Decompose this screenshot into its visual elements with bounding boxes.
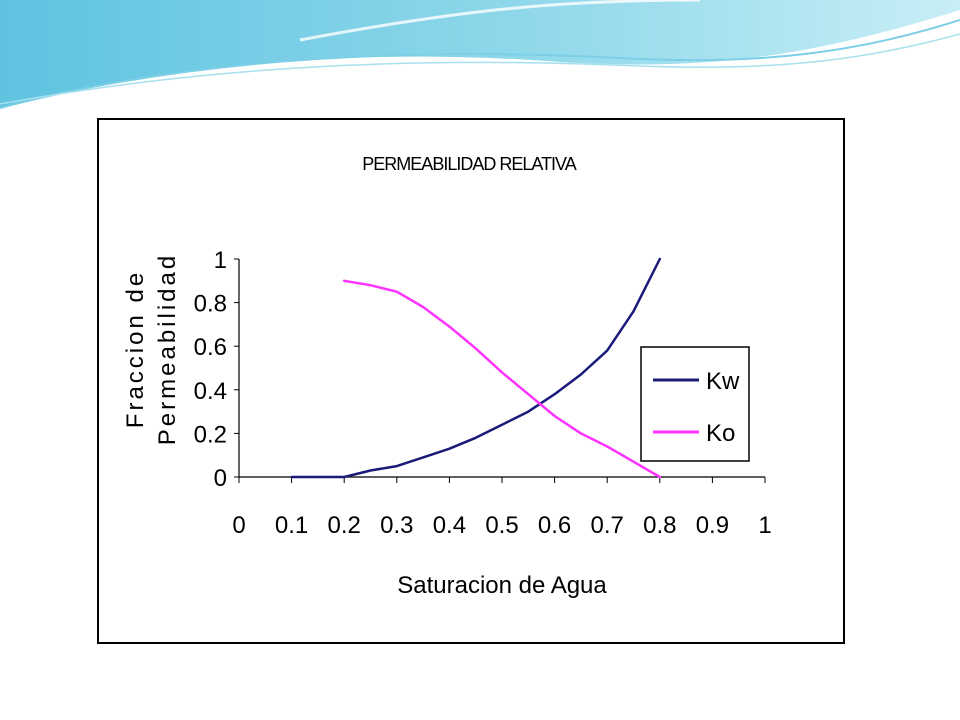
x-tick-label: 0.3 [380,512,413,539]
x-tick-label: 0.4 [433,512,466,539]
chart-frame: PERMEABILIDAD RELATIVA Fraccion de Perme… [97,118,845,644]
y-axis-title-line-1: Fraccion de [122,270,149,428]
relative-permeability-chart: PERMEABILIDAD RELATIVA Fraccion de Perme… [122,154,772,599]
y-axis-title: Fraccion de Permeabilidad [122,253,181,445]
x-tick-label: 0.6 [538,512,571,539]
x-tick-label: 0.2 [328,512,361,539]
chart-title: PERMEABILIDAD RELATIVA [362,154,576,174]
x-tick-label: 0.1 [275,512,308,539]
x-tick-label: 0.9 [696,512,729,539]
y-axis-title-line-2: Permeabilidad [154,253,181,445]
series-lines [290,257,662,479]
x-tick-labels: 0 0.1 0.2 0.3 0.4 0.5 0.6 0.7 0.8 0.9 1 [232,477,772,539]
x-tick-label: 0.8 [643,512,676,539]
x-tick-label: 0.7 [591,512,624,539]
x-tick-label: 0.5 [485,512,518,539]
y-tick-labels: 0 0.2 0.4 0.6 0.8 1 [194,247,239,492]
x-tick-label: 0 [232,512,245,539]
y-tick-label: 0.8 [194,291,227,318]
series-line-ko [342,279,662,479]
y-tick-label: 1 [214,247,227,274]
y-tick-label: 0.2 [194,421,227,448]
y-tick-label: 0.4 [194,378,227,405]
slide-header-decoration [0,0,960,109]
y-tick-label: 0.6 [194,334,227,361]
x-axis-title: Saturacion de Agua [397,572,607,599]
legend: Kw Ko [640,346,750,462]
x-tick-label: 1 [758,512,771,539]
legend-label-kw: Kw [706,368,740,395]
legend-label-ko: Ko [706,420,735,447]
legend-box [640,346,750,462]
y-tick-label: 0 [214,465,227,492]
series-line-kw [290,257,662,479]
